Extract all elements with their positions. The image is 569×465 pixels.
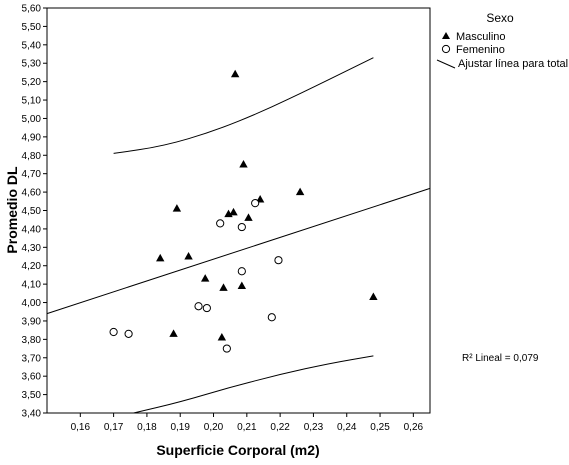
point-masculino bbox=[237, 281, 247, 289]
fit-line-total bbox=[46, 187, 431, 315]
plot-frame bbox=[46, 7, 431, 414]
y-tick-label: 4,30 bbox=[22, 243, 42, 254]
point-femenino bbox=[251, 199, 260, 208]
y-tick-label: 5,40 bbox=[22, 40, 42, 51]
y-tick-label: 4,80 bbox=[22, 151, 42, 162]
point-masculino bbox=[200, 274, 210, 282]
y-tick-label: 3,70 bbox=[22, 353, 42, 364]
x-tick-label: 0,20 bbox=[204, 422, 224, 433]
y-tick-label: 5,00 bbox=[22, 114, 42, 125]
legend-title: Sexo bbox=[486, 11, 514, 25]
x-axis-ticks: 0,16 0,17 0,18 0,19 0,20 0,21 0,22 0,23 0,24 0,25… bbox=[71, 413, 424, 433]
y-tick-label: 4,20 bbox=[22, 261, 42, 272]
x-tick-label: 0,21 bbox=[237, 422, 257, 433]
y-tick-label: 3,90 bbox=[22, 316, 42, 327]
x-tick-label: 0,19 bbox=[170, 422, 190, 433]
point-masculino bbox=[295, 187, 305, 196]
y-tick-label: 5,60 bbox=[22, 4, 42, 15]
legend-masculino-label: Masculino bbox=[456, 31, 506, 43]
point-femenino bbox=[274, 256, 283, 265]
x-tick-label: 0,17 bbox=[104, 422, 124, 433]
point-femenino bbox=[222, 344, 231, 353]
y-axis-ticks: 3,40 3,50 3,60 3,70 3,80 3,90 4,00 4,10 4,20 4,30… bbox=[22, 4, 47, 420]
fit-lines bbox=[46, 57, 431, 414]
y-tick-label: 4,40 bbox=[22, 224, 42, 235]
legend-femenino-marker bbox=[441, 44, 451, 54]
point-femenino bbox=[124, 329, 133, 338]
x-tick-label: 0,25 bbox=[370, 422, 390, 433]
confidence-band-lower bbox=[133, 355, 374, 414]
point-femenino bbox=[237, 222, 246, 232]
point-masculino bbox=[229, 207, 238, 216]
x-tick-label: 0,16 bbox=[71, 422, 91, 433]
x-axis-title: Superficie Corporal (m2) bbox=[156, 442, 319, 458]
confidence-band-upper bbox=[113, 57, 374, 154]
legend-femenino-label: Femenino bbox=[456, 44, 505, 56]
point-masculino bbox=[156, 253, 165, 262]
point-masculino bbox=[172, 204, 182, 212]
legend-fit-line-label: Ajustar línea para total bbox=[458, 58, 568, 70]
y-tick-label: 4,70 bbox=[22, 169, 42, 180]
x-tick-label: 0,24 bbox=[337, 422, 357, 433]
point-masculino bbox=[239, 159, 248, 168]
point-femenino bbox=[202, 303, 211, 313]
y-tick-label: 4,90 bbox=[22, 132, 42, 143]
point-femenino bbox=[109, 327, 118, 337]
x-tick-label: 0,22 bbox=[270, 422, 290, 433]
point-femenino bbox=[267, 313, 276, 322]
point-masculino bbox=[217, 333, 227, 341]
x-tick-label: 0,26 bbox=[404, 422, 424, 433]
point-femenino bbox=[194, 302, 203, 311]
r-squared-annotation: R² Lineal = 0,079 bbox=[462, 353, 539, 364]
y-tick-label: 3,60 bbox=[22, 372, 42, 383]
point-masculino bbox=[219, 283, 228, 291]
legend: Sexo Masculino Femenino Ajustar línea pa… bbox=[436, 11, 568, 70]
y-tick-label: 4,10 bbox=[22, 280, 42, 291]
x-tick-label: 0,18 bbox=[137, 422, 157, 433]
y-tick-label: 5,10 bbox=[22, 96, 42, 107]
legend-fit-line-marker bbox=[436, 59, 456, 69]
y-tick-label: 3,80 bbox=[22, 335, 42, 346]
y-tick-label: 3,40 bbox=[22, 409, 42, 420]
y-tick-label: 3,50 bbox=[22, 390, 42, 401]
point-masculino bbox=[369, 292, 378, 301]
y-tick-label: 4,00 bbox=[22, 298, 42, 309]
x-tick-label: 0,23 bbox=[304, 422, 324, 433]
point-masculino bbox=[230, 69, 240, 78]
y-tick-label: 5,30 bbox=[22, 59, 42, 70]
point-femenino bbox=[237, 267, 246, 276]
data-points bbox=[109, 69, 378, 353]
point-masculino bbox=[244, 213, 253, 221]
y-tick-label: 4,50 bbox=[22, 206, 42, 217]
y-axis-title: Promedio DL bbox=[4, 166, 20, 254]
legend-masculino-marker bbox=[442, 32, 450, 39]
y-tick-label: 4,60 bbox=[22, 188, 42, 199]
y-tick-label: 5,20 bbox=[22, 77, 42, 88]
point-femenino bbox=[216, 219, 225, 228]
y-tick-label: 5,50 bbox=[22, 22, 42, 33]
point-masculino bbox=[169, 329, 178, 337]
point-masculino bbox=[184, 252, 193, 260]
